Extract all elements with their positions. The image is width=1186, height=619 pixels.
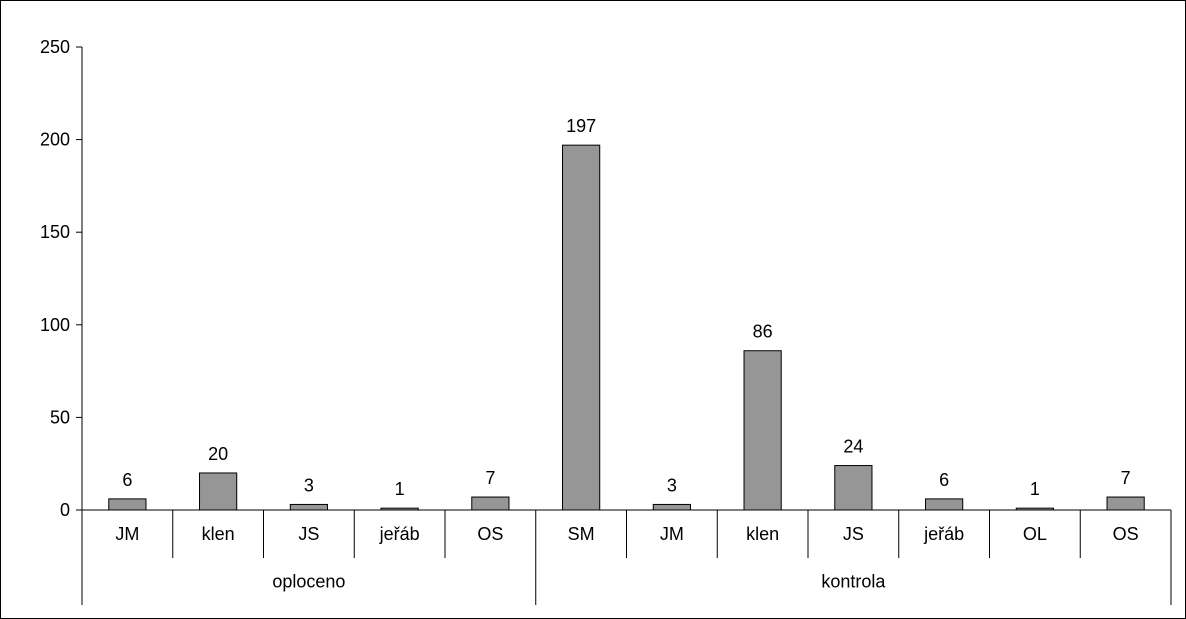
y-tick-label: 50 xyxy=(50,407,70,427)
category-label: JS xyxy=(843,524,864,544)
bar xyxy=(471,496,510,511)
data-label: 86 xyxy=(753,322,773,342)
bar xyxy=(652,503,691,511)
bar xyxy=(289,503,328,511)
category-label: OS xyxy=(1113,524,1139,544)
category-label: klen xyxy=(746,524,779,544)
group-label: kontrola xyxy=(821,572,886,592)
data-label: 20 xyxy=(208,444,228,464)
category-label: klen xyxy=(202,524,235,544)
y-tick-label: 200 xyxy=(40,130,70,150)
category-label: JS xyxy=(298,524,319,544)
bar xyxy=(199,472,238,511)
data-label: 24 xyxy=(843,437,863,457)
category-label: jeřáb xyxy=(923,524,964,544)
category-label: OL xyxy=(1023,524,1047,544)
data-label: 6 xyxy=(122,470,132,490)
category-label: jeřáb xyxy=(379,524,420,544)
data-label: 3 xyxy=(304,475,314,495)
data-label: 197 xyxy=(566,116,596,136)
data-label: 7 xyxy=(1121,468,1131,488)
y-tick-label: 150 xyxy=(40,222,70,242)
y-tick-label: 100 xyxy=(40,315,70,335)
bar xyxy=(743,350,782,511)
category-label: OS xyxy=(477,524,503,544)
x-axis: JM klen JS jeřáb OS SM JM klen JS jeřáb OL OS oploce… xyxy=(81,509,1172,605)
category-label: JM xyxy=(660,524,684,544)
data-label: 6 xyxy=(939,470,949,490)
y-tick-label: 0 xyxy=(60,500,70,520)
bar xyxy=(108,498,147,511)
category-label: SM xyxy=(568,524,595,544)
bar xyxy=(925,498,964,511)
bar xyxy=(1106,496,1145,511)
category-label: JM xyxy=(115,524,139,544)
data-label: 3 xyxy=(667,475,677,495)
y-tick-label: 250 xyxy=(40,37,70,57)
y-axis: 0 50 100 150 200 250 xyxy=(40,37,83,520)
data-label: 7 xyxy=(485,468,495,488)
bar xyxy=(562,144,601,511)
data-label: 1 xyxy=(1030,479,1040,499)
data-label: 1 xyxy=(395,479,405,499)
bars: 6 20 3 1 7 197 3 86 24 6 1 7 xyxy=(108,116,1145,511)
group-label: oploceno xyxy=(272,572,345,592)
bar xyxy=(834,465,873,511)
